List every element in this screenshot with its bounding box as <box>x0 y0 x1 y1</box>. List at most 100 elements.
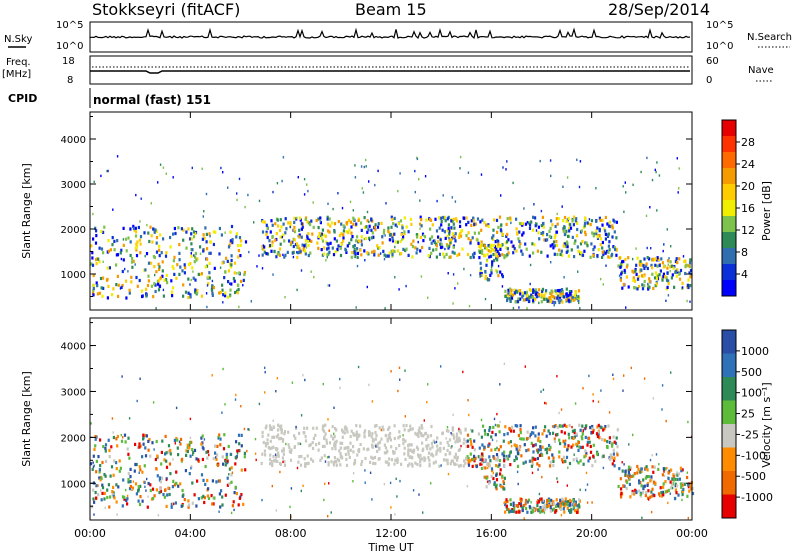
echo-cell <box>207 282 210 286</box>
echo-cell <box>558 300 561 305</box>
echo-cell <box>407 444 410 448</box>
echo-cell <box>566 242 569 246</box>
echo-cell <box>271 235 274 239</box>
echo-cell <box>385 434 388 438</box>
echo-cell <box>518 230 521 234</box>
echo-cell <box>134 226 137 230</box>
echo-cell <box>534 292 537 297</box>
echo-cell <box>275 448 278 452</box>
echo-cell <box>550 219 553 223</box>
echo-cell <box>194 278 197 282</box>
echo-cell <box>588 218 591 221</box>
echo-cell <box>367 447 370 451</box>
echo-cell <box>592 253 595 257</box>
echo-cell <box>107 438 110 442</box>
echo-cell <box>627 256 630 260</box>
echo-cell <box>615 253 618 257</box>
echo-cell <box>504 289 507 293</box>
echo-cell <box>352 450 355 454</box>
echo-cell <box>425 444 428 448</box>
echo-cell <box>487 249 490 253</box>
echo-cell <box>258 402 261 406</box>
echo-cell <box>655 170 657 174</box>
echo-cell <box>160 462 163 466</box>
echo-cell <box>537 293 540 297</box>
echo-cell <box>289 221 292 225</box>
echo-cell <box>517 297 520 301</box>
echo-cell <box>172 232 175 236</box>
noise-right-tick-top: 10^5 <box>706 20 733 31</box>
echo-cell <box>633 286 636 290</box>
echo-cell <box>120 248 123 252</box>
echo-cell <box>656 264 659 268</box>
echo-cell <box>530 464 533 468</box>
echo-cell <box>543 294 546 298</box>
echo-cell <box>555 504 558 509</box>
echo-cell <box>577 249 580 254</box>
echo-cell <box>368 220 370 224</box>
echo-cell <box>551 453 554 457</box>
echo-cell <box>665 299 667 302</box>
echo-cell <box>375 424 378 428</box>
echo-cell <box>451 232 454 236</box>
echo-cell <box>373 253 376 257</box>
echo-cell <box>189 440 192 444</box>
echo-cell <box>499 420 501 424</box>
echo-cell <box>157 279 160 283</box>
echo-cell <box>357 365 360 369</box>
echo-cell <box>442 194 444 197</box>
echo-cell <box>115 437 118 441</box>
echo-cell <box>647 284 650 288</box>
echo-cell <box>630 474 633 479</box>
echo-cell <box>623 270 627 274</box>
echo-cell <box>242 278 245 282</box>
echo-cell <box>107 483 110 487</box>
echo-cell <box>613 440 616 444</box>
echo-cell <box>509 299 512 303</box>
cpid-panel: CPID normal (fast) 151 <box>8 88 211 108</box>
echo-cell <box>456 455 459 459</box>
echo-cell <box>137 489 140 493</box>
echo-cell <box>182 283 185 287</box>
echo-cell <box>543 507 547 511</box>
echo-cell <box>374 431 377 435</box>
echo-cell <box>314 433 317 437</box>
echo-cell <box>483 458 486 462</box>
echo-cell <box>190 242 193 246</box>
echo-cell <box>585 427 587 430</box>
echo-cell <box>479 462 482 466</box>
echo-cell <box>441 245 444 249</box>
echo-cell <box>419 457 422 461</box>
echo-cell <box>171 264 174 269</box>
echo-cell <box>451 432 454 436</box>
echo-cell <box>218 291 221 295</box>
echo-cell <box>342 224 345 228</box>
echo-cell <box>233 508 235 512</box>
echo-cell <box>688 271 691 275</box>
echo-cell <box>446 458 449 462</box>
echo-cell <box>373 455 376 460</box>
echo-cell <box>448 238 451 242</box>
echo-cell <box>125 488 127 492</box>
echo-cell <box>330 221 334 225</box>
echo-cell <box>537 438 540 442</box>
echo-cell <box>496 446 498 450</box>
echo-cell <box>169 452 172 456</box>
echo-cell <box>323 498 325 502</box>
echo-cell <box>474 222 477 226</box>
echo-cell <box>225 256 228 260</box>
echo-cell <box>271 240 274 244</box>
echo-cell <box>493 248 496 252</box>
echo-cell <box>535 295 538 299</box>
echo-cell <box>518 306 520 309</box>
echo-cell <box>155 236 159 240</box>
echo-cell <box>93 180 95 183</box>
echo-cell <box>393 232 396 236</box>
echo-cell <box>382 428 385 432</box>
echo-cell <box>462 216 465 220</box>
echo-cell <box>391 233 394 237</box>
echo-cell <box>191 227 194 231</box>
echo-cell <box>551 502 554 506</box>
echo-cell <box>277 454 280 458</box>
echo-cell <box>668 469 671 473</box>
